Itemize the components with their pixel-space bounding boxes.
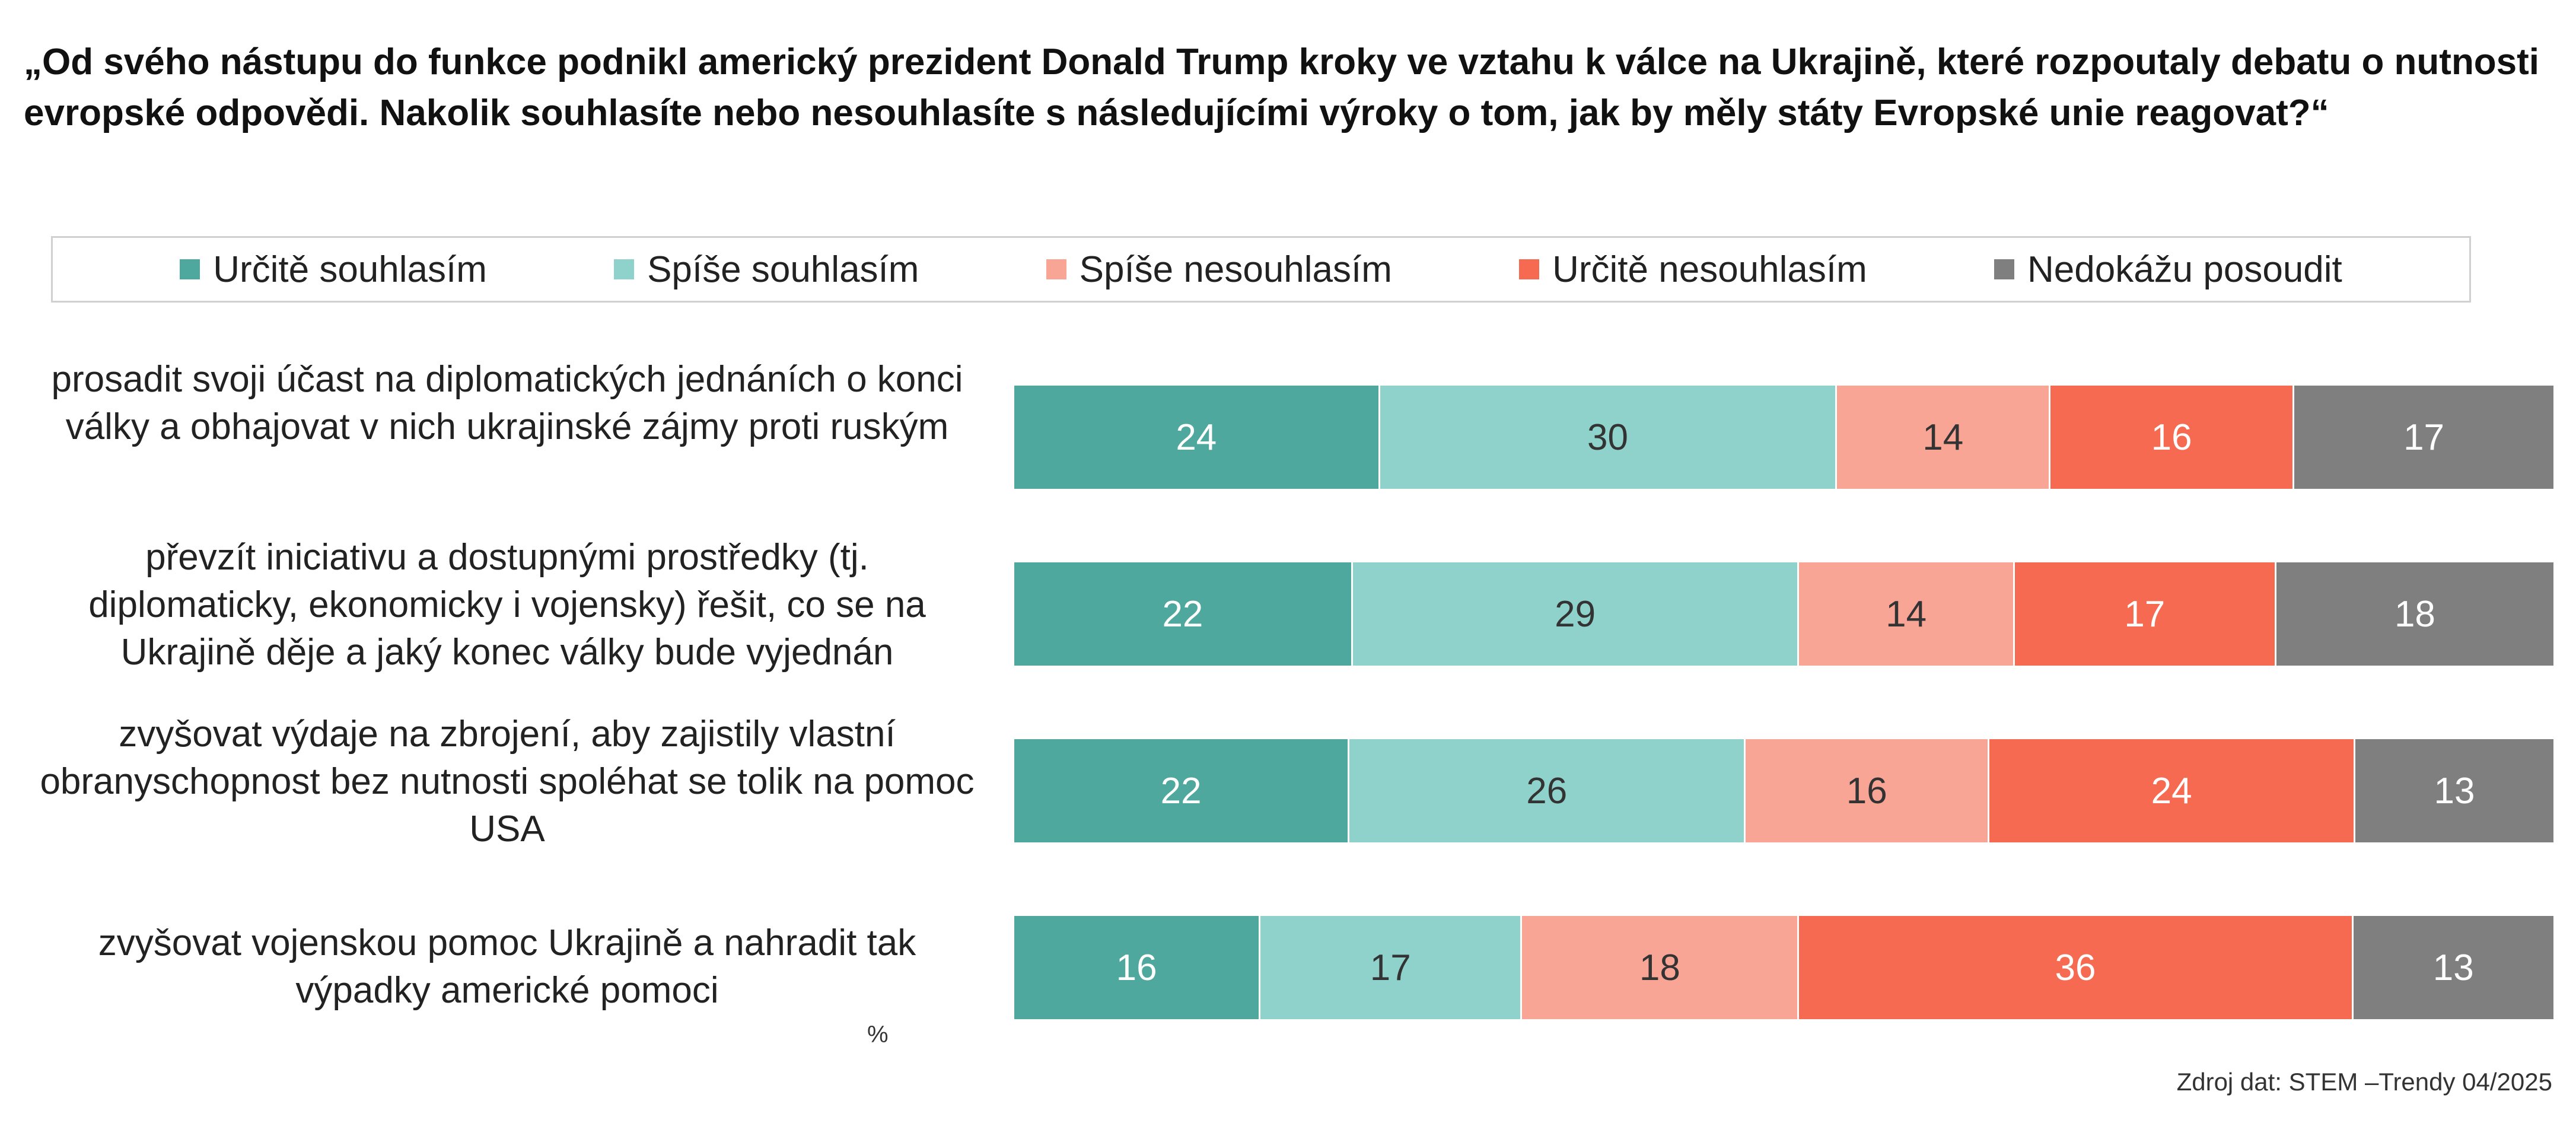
legend-item: Spíše nesouhlasím: [1046, 249, 1392, 291]
bar-value-label: 13: [2434, 770, 2475, 812]
bar-segment: 26: [1349, 739, 1746, 842]
bar-value-label: 13: [2432, 947, 2474, 988]
bar-segment: 17: [2294, 386, 2553, 489]
bar-value-label: 18: [1639, 947, 1680, 988]
legend-swatch: [1046, 259, 1066, 279]
source-note: Zdroj dat: STEM –Trendy 04/2025: [2176, 1068, 2552, 1096]
legend-swatch: [1519, 259, 1540, 279]
bar-segment: 13: [2355, 739, 2553, 842]
bar-segment: 30: [1380, 386, 1838, 489]
bar-value-label: 14: [1886, 593, 1927, 635]
legend-item: Nedokážu posoudit: [1994, 249, 2342, 291]
legend-item: Spíše souhlasím: [614, 249, 919, 291]
bar-value-label: 18: [2394, 593, 2435, 635]
category-label: zvyšovat výdaje na zbrojení, aby zajisti…: [40, 714, 975, 850]
bar-segment: 14: [1837, 386, 2051, 489]
bar-value-label: 22: [1162, 593, 1203, 635]
stacked-bar: 22 29 14 17 18: [1014, 562, 2553, 666]
chart-legend: Určitě souhlasím Spíše souhlasím Spíše nes…: [51, 236, 2471, 303]
unit-label: %: [867, 1022, 889, 1048]
legend-label: Spíše souhlasím: [647, 249, 919, 290]
bar-segment: 13: [2353, 916, 2553, 1019]
bar-value-label: 16: [2151, 416, 2192, 458]
legend-swatch: [614, 259, 635, 279]
legend-item: Určitě souhlasím: [180, 249, 487, 291]
stacked-bar: 22 26 16 24 13: [1014, 739, 2553, 842]
bar-value-label: 24: [2151, 770, 2192, 812]
bar-segment: 36: [1799, 916, 2354, 1019]
bar-segment: 18: [1522, 916, 1800, 1019]
bar-value-label: 29: [1555, 593, 1596, 635]
chart-title: „Od svého nástupu do funkce podnikl amer…: [24, 42, 2540, 133]
bar-segment: 16: [1746, 739, 1990, 842]
bar-value-label: 30: [1587, 416, 1628, 458]
bar-segment: 22: [1014, 739, 1350, 842]
bar-value-label: 17: [2403, 416, 2445, 458]
category-label: převzít iniciativu a dostupnými prostřed…: [88, 537, 926, 673]
bar-segment: 24: [1989, 739, 2355, 842]
bar-segment: 18: [2276, 562, 2553, 666]
legend-label: Nedokážu posoudit: [2027, 249, 2342, 290]
bar-segment: 16: [1014, 916, 1261, 1019]
stacked-bar: 16 17 18 36 13: [1014, 916, 2553, 1019]
bar-segment: 17: [1260, 916, 1523, 1019]
bar-value-label: 17: [2124, 593, 2166, 635]
bar-value-label: 14: [1922, 416, 1964, 458]
bar-value-label: 26: [1526, 770, 1568, 812]
bar-value-label: 24: [1176, 416, 1217, 458]
legend-swatch: [1994, 259, 2014, 279]
bar-segment: 16: [2050, 386, 2295, 489]
legend-swatch: [180, 259, 200, 279]
legend-item: Určitě nesouhlasím: [1519, 249, 1867, 291]
bar-segment: 17: [2014, 562, 2276, 666]
category-label: zvyšovat vojenskou pomoc Ukrajině a nahr…: [98, 922, 916, 1011]
bar-value-label: 17: [1370, 947, 1411, 988]
bar-segment: 22: [1014, 562, 1353, 666]
bar-segment: 24: [1014, 386, 1380, 489]
legend-label: Určitě nesouhlasím: [1552, 249, 1867, 290]
bar-value-label: 16: [1116, 947, 1157, 988]
bar-value-label: 16: [1846, 770, 1887, 812]
bar-segment: 29: [1352, 562, 1800, 666]
legend-label: Spíše nesouhlasím: [1079, 249, 1392, 290]
category-label: prosadit svoji účast na diplomatických j…: [51, 359, 963, 447]
bar-value-label: 22: [1160, 770, 1202, 812]
legend-label: Určitě souhlasím: [213, 249, 487, 290]
stacked-bar: 24 30 14 16 17: [1014, 386, 2553, 489]
bar-value-label: 36: [2055, 947, 2096, 988]
bar-segment: 14: [1799, 562, 2015, 666]
